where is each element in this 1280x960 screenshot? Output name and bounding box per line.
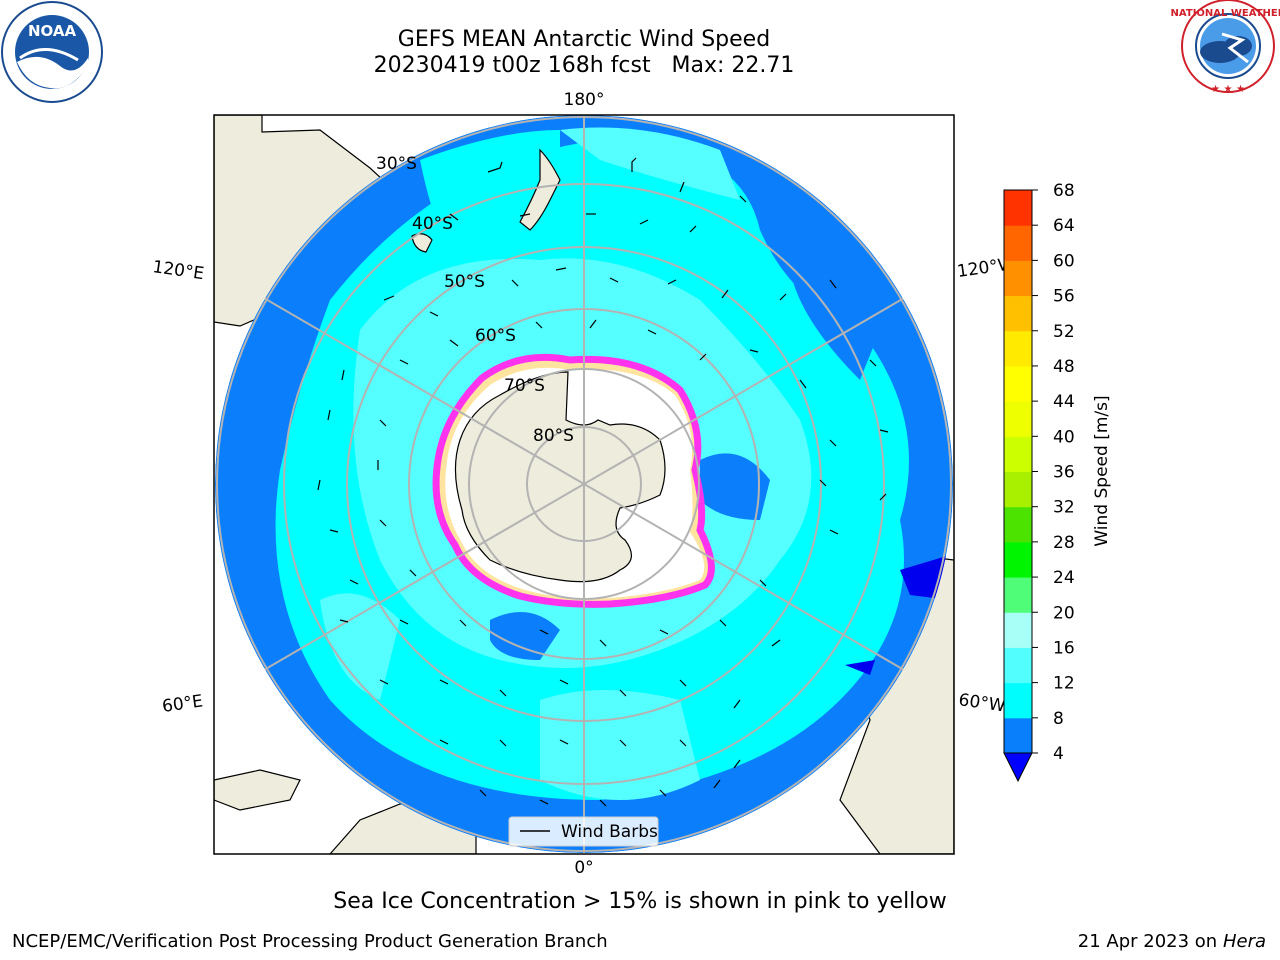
lat-label-80s: 80°S	[533, 426, 574, 446]
wind-barbs-legend: Wind Barbs	[508, 816, 659, 847]
madagascar-landmass	[214, 769, 301, 811]
lon-label-60e: 60°E	[161, 691, 204, 716]
lat-label-30s: 30°S	[376, 154, 417, 174]
colorbar-tick-label: 56	[1053, 287, 1075, 307]
chart-title: GEFS MEAN Antarctic Wind Speed	[397, 27, 771, 52]
colorbar-tick-label: 32	[1053, 498, 1075, 518]
colorbar-segment	[1004, 365, 1032, 402]
colorbar-tick-label: 16	[1053, 638, 1075, 658]
colorbar-tick-label: 4	[1053, 744, 1064, 764]
colorbar-tick-label: 8	[1053, 709, 1064, 729]
colorbar-segment	[1004, 682, 1032, 719]
footer-date: 21 Apr 2023 on	[1077, 931, 1223, 952]
colorbar-segment	[1004, 295, 1032, 332]
colorbar-under-arrow	[1003, 752, 1033, 783]
chart-subtitle: 20230419 t00z 168h fcst Max: 22.71	[373, 53, 795, 78]
svg-text:NATIONAL WEATHER: NATIONAL WEATHER	[1171, 8, 1280, 19]
colorbar-segment	[1004, 401, 1032, 437]
svg-text:★ ★ ★: ★ ★ ★	[1211, 84, 1245, 95]
lat-label-70s: 70°S	[504, 376, 545, 396]
legend-label: Wind Barbs	[561, 822, 658, 842]
colorbar-segment	[1004, 541, 1032, 578]
colorbar-tick-label: 12	[1053, 674, 1075, 694]
colorbar-tick-label: 36	[1053, 463, 1075, 483]
colorbar-tick-label: 24	[1053, 568, 1075, 588]
colorbar-segment	[1004, 717, 1032, 754]
caption: Sea Ice Concentration > 15% is shown in …	[333, 889, 947, 914]
colorbar-tick-label: 68	[1053, 181, 1075, 201]
colorbar-segment	[1004, 260, 1032, 297]
wind-barbs	[317, 157, 889, 807]
colorbar-tick-label: 64	[1053, 216, 1075, 236]
graticule	[215, 115, 953, 853]
colorbar-tick-label: 28	[1053, 533, 1075, 553]
lat-label-50s: 50°S	[444, 272, 485, 292]
colorbar-segment	[1004, 330, 1032, 367]
lon-label-120e: 120°E	[151, 257, 205, 284]
colorbar-label: Wind Speed [m/s]	[1092, 395, 1112, 546]
footer-host: Hera	[1222, 931, 1266, 952]
lon-label-0: 0°	[574, 858, 593, 878]
colorbar-segment	[1004, 612, 1032, 648]
lat-label-40s: 40°S	[412, 214, 453, 234]
colorbar-tick-label: 48	[1053, 357, 1075, 377]
colorbar-segment	[1004, 471, 1032, 508]
colorbar-segment	[1004, 190, 1032, 226]
colorbar-segment	[1004, 577, 1032, 613]
lon-label-180: 180°	[564, 90, 605, 110]
colorbar-segment	[1004, 436, 1032, 472]
footer-left: NCEP/EMC/Verification Post Processing Pr…	[12, 931, 608, 952]
footer-right: 21 Apr 2023 on Hera	[1078, 931, 1266, 952]
lon-label-60w: 60°W	[957, 690, 1006, 716]
nws-logo: NATIONAL WEATHER ★ ★ ★	[1171, 0, 1280, 95]
noaa-logo-text: NOAA	[28, 22, 77, 40]
colorbar-segment	[1004, 506, 1032, 543]
colorbar-segment	[1004, 647, 1032, 684]
colorbar-tick-label: 60	[1053, 251, 1075, 271]
colorbar-tick-label: 20	[1053, 603, 1075, 623]
lat-label-60s: 60°S	[475, 326, 516, 346]
colorbar-tick-label: 52	[1053, 322, 1075, 342]
colorbar-segment	[1004, 225, 1032, 261]
colorbar-tick-label: 44	[1053, 392, 1075, 412]
noaa-logo: NOAA	[1, 1, 103, 103]
colorbar-tick-label: 40	[1053, 427, 1075, 447]
new-zealand-landmass	[519, 148, 561, 231]
